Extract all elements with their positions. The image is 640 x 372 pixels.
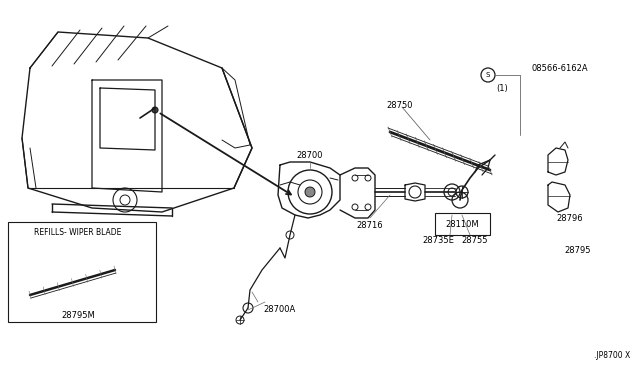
Text: S: S xyxy=(486,72,490,78)
Text: REFILLS- WIPER BLADE: REFILLS- WIPER BLADE xyxy=(35,228,122,237)
Bar xyxy=(8,222,156,322)
Text: .JP8700 X: .JP8700 X xyxy=(594,350,630,359)
Text: 28735E: 28735E xyxy=(422,235,454,244)
Text: 28755: 28755 xyxy=(461,235,488,244)
Circle shape xyxy=(305,187,315,197)
Text: 28795M: 28795M xyxy=(61,311,95,320)
Text: 28716: 28716 xyxy=(356,221,383,230)
Text: 08566-6162A: 08566-6162A xyxy=(532,64,589,73)
Bar xyxy=(435,213,490,235)
Text: 28750: 28750 xyxy=(387,100,413,109)
Text: 28700A: 28700A xyxy=(264,305,296,314)
Text: (1): (1) xyxy=(496,83,508,93)
Circle shape xyxy=(152,107,158,113)
Text: 28110M: 28110M xyxy=(445,219,479,228)
Text: 28700: 28700 xyxy=(297,151,323,160)
Text: 28795: 28795 xyxy=(564,246,591,254)
Text: 28796: 28796 xyxy=(557,214,583,222)
